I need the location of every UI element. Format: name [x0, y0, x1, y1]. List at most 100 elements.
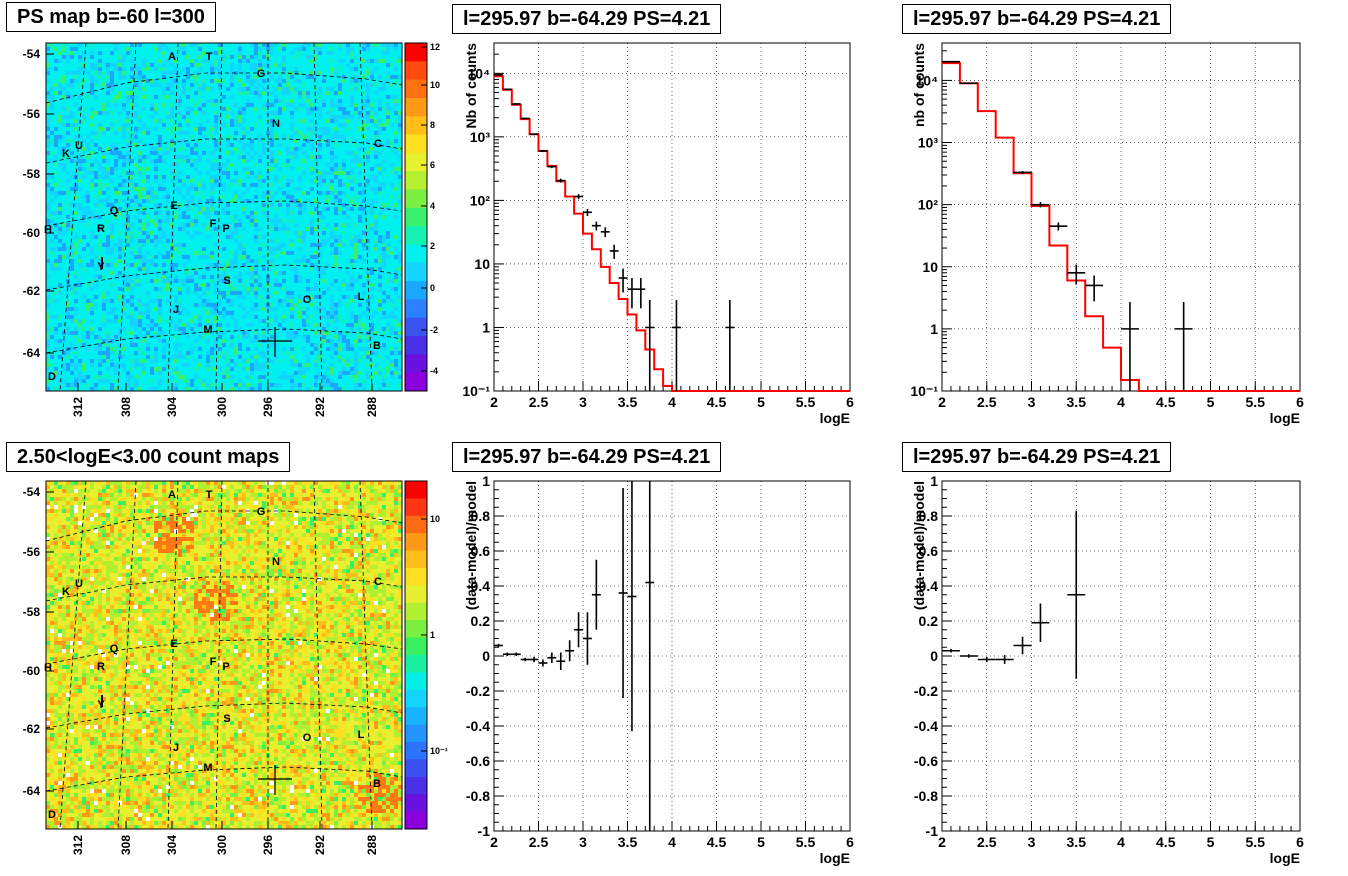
map-pixel: [110, 67, 114, 71]
map-pixel: [174, 131, 178, 135]
map-pixel: [146, 219, 150, 223]
map-pixel: [202, 63, 206, 67]
map-pixel: [394, 71, 398, 75]
map-pixel: [190, 203, 194, 207]
map-pixel: [194, 207, 198, 211]
map-pixel: [74, 147, 78, 151]
map-pixel: [54, 163, 58, 167]
map-pixel: [354, 227, 358, 231]
map-pixel: [118, 151, 122, 155]
map-pixel: [334, 95, 338, 99]
map-pixel: [126, 179, 130, 183]
map-pixel: [78, 263, 82, 267]
map-pixel: [194, 211, 198, 215]
map-pixel: [190, 227, 194, 231]
map-pixel: [322, 195, 326, 199]
map-pixel: [226, 207, 230, 211]
map-pixel: [338, 207, 342, 211]
map-pixel: [274, 103, 278, 107]
map-pixel: [122, 91, 126, 95]
map-pixel: [310, 131, 314, 135]
map-pixel: [330, 235, 334, 239]
map-pixel: [98, 115, 102, 119]
map-pixel: [254, 95, 258, 99]
map-pixel: [206, 151, 210, 155]
map-pixel: [142, 219, 146, 223]
map-pixel: [318, 147, 322, 151]
map-pixel: [362, 211, 366, 215]
map-pixel: [234, 219, 238, 223]
map-pixel: [190, 183, 194, 187]
map-pixel: [378, 43, 382, 47]
map-pixel: [322, 247, 326, 251]
map-pixel: [58, 171, 62, 175]
map-pixel: [130, 243, 134, 247]
map-pixel: [102, 123, 106, 127]
map-pixel: [110, 43, 114, 47]
map-pixel: [210, 147, 214, 151]
map-pixel: [186, 227, 190, 231]
map-pixel: [178, 51, 182, 55]
map-pixel: [290, 223, 294, 227]
map-pixel: [118, 159, 122, 163]
map-pixel: [62, 223, 66, 227]
map-pixel: [314, 243, 318, 247]
map-pixel: [298, 239, 302, 243]
map-pixel: [74, 103, 78, 107]
map-pixel: [306, 67, 310, 71]
map-pixel: [146, 171, 150, 175]
map-pixel: [234, 155, 238, 159]
map-pixel: [330, 107, 334, 111]
map-pixel: [290, 259, 294, 263]
map-pixel: [194, 219, 198, 223]
map-pixel: [262, 87, 266, 91]
map-pixel: [198, 263, 202, 267]
map-pixel: [190, 259, 194, 263]
map-pixel: [282, 163, 286, 167]
map-pixel: [274, 191, 278, 195]
map-pixel: [242, 91, 246, 95]
map-pixel: [326, 159, 330, 163]
map-pixel: [394, 175, 398, 179]
map-pixel: [258, 151, 262, 155]
map-pixel: [102, 43, 106, 47]
map-pixel: [398, 239, 402, 243]
map-pixel: [330, 187, 334, 191]
map-pixel: [218, 247, 222, 251]
map-pixel: [338, 195, 342, 199]
map-pixel: [202, 203, 206, 207]
map-pixel: [174, 123, 178, 127]
map-pixel: [302, 55, 306, 59]
map-pixel: [318, 215, 322, 219]
map-pixel: [314, 259, 318, 263]
map-pixel: [338, 227, 342, 231]
map-pixel: [326, 63, 330, 67]
map-pixel: [46, 75, 50, 79]
map-pixel: [82, 127, 86, 131]
map-pixel: [70, 47, 74, 51]
map-pixel: [394, 111, 398, 115]
map-pixel: [162, 47, 166, 51]
map-pixel: [226, 123, 230, 127]
map-pixel: [114, 127, 118, 131]
map-pixel: [278, 215, 282, 219]
map-pixel: [262, 259, 266, 263]
map-pixel: [346, 227, 350, 231]
map-pixel: [138, 79, 142, 83]
map-pixel: [106, 163, 110, 167]
map-pixel: [74, 183, 78, 187]
map-pixel: [202, 243, 206, 247]
map-pixel: [294, 191, 298, 195]
map-pixel: [226, 83, 230, 87]
map-pixel: [94, 59, 98, 63]
map-pixel: [242, 99, 246, 103]
map-pixel: [394, 63, 398, 67]
map-pixel: [370, 55, 374, 59]
map-pixel: [142, 115, 146, 119]
map-pixel: [118, 47, 122, 51]
map-pixel: [222, 119, 226, 123]
map-pixel: [354, 119, 358, 123]
map-pixel: [170, 243, 174, 247]
map-pixel: [114, 99, 118, 103]
map-pixel: [62, 135, 66, 139]
